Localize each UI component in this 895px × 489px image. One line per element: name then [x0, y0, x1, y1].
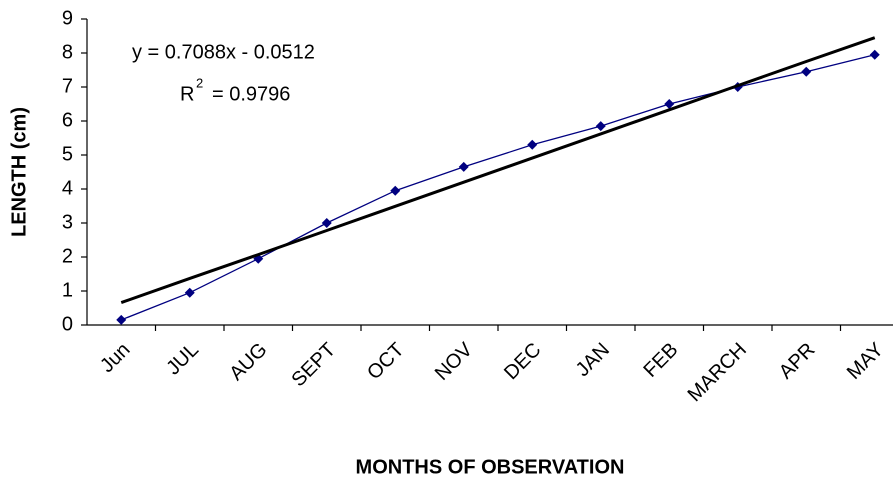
x-tick-label: AUG	[225, 339, 271, 385]
x-tick-label: MARCH	[684, 339, 751, 406]
data-point	[116, 314, 127, 325]
y-tick-label: 2	[62, 245, 73, 267]
data-point	[458, 161, 469, 172]
data-point	[869, 49, 880, 60]
trend-equation: y = 0.7088x - 0.0512	[132, 41, 315, 63]
y-tick-label: 9	[62, 7, 73, 29]
x-tick-label: FEB	[639, 339, 682, 382]
x-tick-label: JAN	[572, 339, 614, 381]
y-tick-label: 4	[62, 177, 73, 199]
y-tick-label: 3	[62, 211, 73, 233]
x-tick-label: MAY	[843, 339, 888, 384]
x-tick-label: JUL	[162, 339, 203, 380]
x-tick-label: Jun	[96, 339, 134, 377]
y-tick-label: 8	[62, 41, 73, 63]
r2-exponent: 2	[196, 75, 203, 90]
y-axis-title: LENGTH (cm)	[8, 107, 30, 237]
y-tick-label: 0	[62, 313, 73, 335]
data-point	[527, 139, 538, 150]
data-point	[184, 287, 195, 298]
y-tick-label: 1	[62, 279, 73, 301]
data-point	[390, 185, 401, 196]
y-tick-label: 5	[62, 143, 73, 165]
y-tick-label: 7	[62, 75, 73, 97]
x-tick-label: NOV	[431, 338, 478, 385]
x-tick-label: OCT	[363, 339, 408, 384]
r2-value: = 0.9796	[212, 83, 290, 105]
data-point	[664, 99, 675, 109]
x-tick-label: SEPT	[288, 339, 341, 392]
data-point	[801, 66, 812, 77]
x-axis-title: MONTHS OF OBSERVATION	[356, 456, 625, 478]
trend-line	[120, 36, 876, 304]
data-point	[321, 218, 332, 228]
r2-label: R	[180, 83, 194, 105]
y-tick-label: 6	[62, 109, 73, 131]
x-tick-label: APR	[775, 339, 820, 384]
data-point	[595, 121, 606, 132]
x-tick-label: DEC	[500, 339, 545, 384]
series-line	[121, 54, 875, 321]
